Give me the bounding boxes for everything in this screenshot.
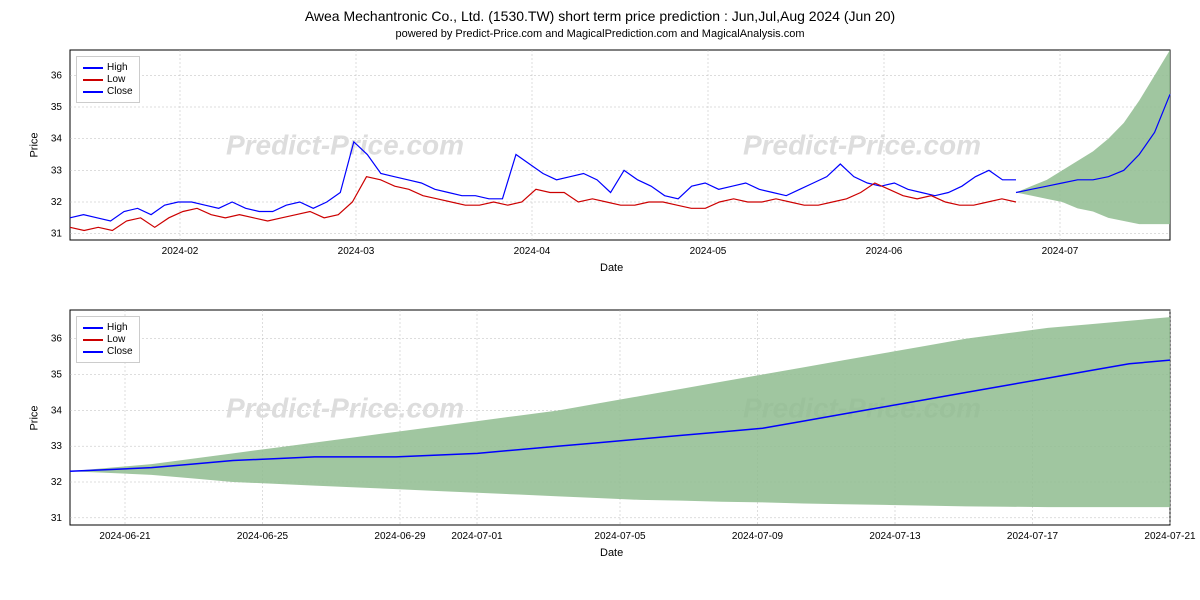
svg-text:2024-07-17: 2024-07-17 bbox=[1007, 531, 1059, 542]
svg-text:36: 36 bbox=[51, 334, 63, 345]
svg-text:2024-07-01: 2024-07-01 bbox=[451, 531, 503, 542]
svg-text:Predict-Price.com: Predict-Price.com bbox=[743, 130, 981, 161]
svg-text:34: 34 bbox=[51, 405, 63, 416]
svg-text:2024-06-21: 2024-06-21 bbox=[99, 531, 151, 542]
bottom-legend: HighLowClose bbox=[76, 316, 140, 363]
svg-text:Predict-Price.com: Predict-Price.com bbox=[226, 130, 464, 161]
legend-item: Close bbox=[83, 346, 133, 357]
svg-text:31: 31 bbox=[51, 229, 63, 240]
svg-text:33: 33 bbox=[51, 165, 63, 176]
svg-text:2024-02: 2024-02 bbox=[162, 246, 199, 257]
svg-text:31: 31 bbox=[51, 513, 63, 524]
top-chart: 3132333435362024-022024-032024-042024-05… bbox=[70, 50, 1170, 240]
svg-text:35: 35 bbox=[51, 370, 63, 381]
legend-item: Low bbox=[83, 334, 133, 345]
top-xlabel: Date bbox=[600, 262, 623, 274]
svg-text:2024-06: 2024-06 bbox=[866, 246, 903, 257]
svg-text:35: 35 bbox=[51, 102, 63, 113]
svg-text:36: 36 bbox=[51, 70, 63, 81]
top-ylabel: Price bbox=[29, 132, 41, 157]
legend-item: Low bbox=[83, 74, 133, 85]
svg-text:2024-07-13: 2024-07-13 bbox=[869, 531, 921, 542]
legend-item: High bbox=[83, 322, 133, 333]
svg-text:2024-03: 2024-03 bbox=[338, 246, 375, 257]
chart-title: Awea Mechantronic Co., Ltd. (1530.TW) sh… bbox=[0, 0, 1200, 24]
svg-text:32: 32 bbox=[51, 197, 63, 208]
svg-text:2024-05: 2024-05 bbox=[690, 246, 727, 257]
chart-subtitle: powered by Predict-Price.com and Magical… bbox=[0, 24, 1200, 46]
bottom-xlabel: Date bbox=[600, 547, 623, 559]
svg-text:33: 33 bbox=[51, 441, 63, 452]
svg-text:2024-07-05: 2024-07-05 bbox=[594, 531, 646, 542]
svg-text:2024-06-29: 2024-06-29 bbox=[374, 531, 426, 542]
legend-item: Close bbox=[83, 86, 133, 97]
svg-text:2024-07-21: 2024-07-21 bbox=[1144, 531, 1196, 542]
svg-text:2024-07-09: 2024-07-09 bbox=[732, 531, 784, 542]
bottom-ylabel: Price bbox=[29, 405, 41, 430]
svg-text:2024-04: 2024-04 bbox=[514, 246, 551, 257]
top-chart-svg: 3132333435362024-022024-032024-042024-05… bbox=[70, 50, 1170, 240]
top-legend: HighLowClose bbox=[76, 56, 140, 103]
svg-text:2024-07: 2024-07 bbox=[1042, 246, 1079, 257]
bottom-chart-svg: 3132333435362024-06-212024-06-252024-06-… bbox=[70, 310, 1170, 525]
svg-text:2024-06-25: 2024-06-25 bbox=[237, 531, 289, 542]
svg-text:32: 32 bbox=[51, 477, 63, 488]
bottom-chart: 3132333435362024-06-212024-06-252024-06-… bbox=[70, 310, 1170, 525]
legend-item: High bbox=[83, 62, 133, 73]
svg-text:34: 34 bbox=[51, 134, 63, 145]
svg-text:Predict-Price.com: Predict-Price.com bbox=[226, 393, 464, 424]
